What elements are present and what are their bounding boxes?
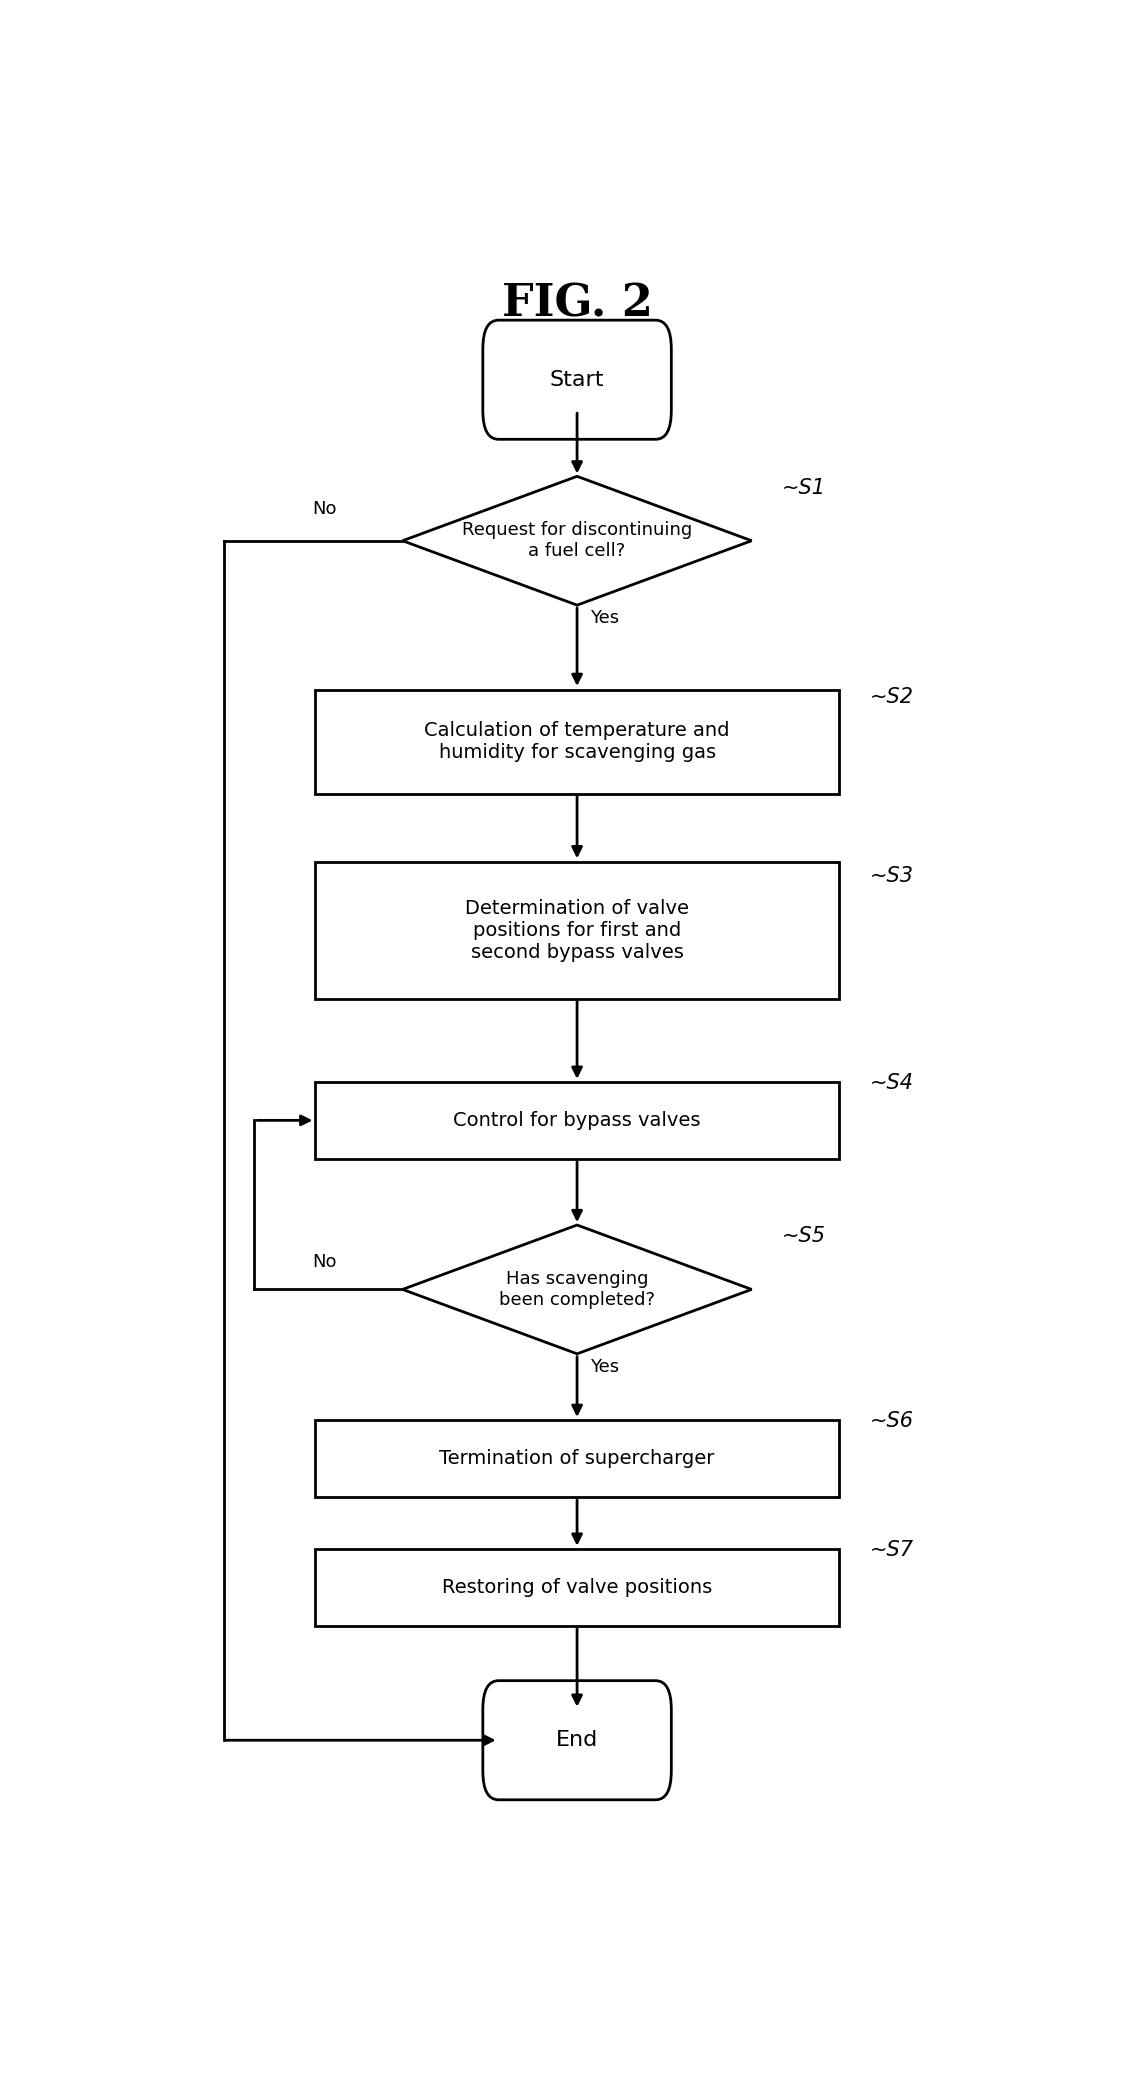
Text: Restoring of valve positions: Restoring of valve positions [441,1579,713,1598]
Text: Request for discontinuing
a fuel cell?: Request for discontinuing a fuel cell? [462,521,692,560]
Text: ~S5: ~S5 [783,1225,826,1246]
Text: Calculation of temperature and
humidity for scavenging gas: Calculation of temperature and humidity … [425,721,730,763]
Text: FIG. 2: FIG. 2 [502,282,652,326]
Bar [315,1420,839,1497]
FancyBboxPatch shape [483,1681,671,1800]
Text: ~S4: ~S4 [869,1073,913,1094]
Text: Start: Start [549,370,605,389]
Text: ~S2: ~S2 [869,688,913,707]
Text: No: No [313,1253,337,1271]
Text: Yes: Yes [590,608,619,627]
Text: ~S6: ~S6 [869,1411,913,1432]
FancyBboxPatch shape [483,320,671,439]
Bar [315,1081,839,1158]
Text: ~S7: ~S7 [869,1541,913,1560]
Polygon shape [403,477,752,604]
Text: Determination of valve
positions for first and
second bypass valves: Determination of valve positions for fir… [465,899,689,962]
Text: End: End [556,1729,598,1750]
Text: Control for bypass valves: Control for bypass valves [454,1110,700,1129]
Polygon shape [403,1225,752,1353]
Text: Has scavenging
been completed?: Has scavenging been completed? [499,1269,655,1309]
Text: Termination of supercharger: Termination of supercharger [439,1449,715,1468]
Bar [315,1549,839,1627]
Bar [315,861,839,999]
Bar [315,690,839,795]
Text: No: No [313,500,337,519]
Text: ~S3: ~S3 [869,866,913,887]
Text: ~S1: ~S1 [783,477,826,498]
Text: Yes: Yes [590,1357,619,1376]
